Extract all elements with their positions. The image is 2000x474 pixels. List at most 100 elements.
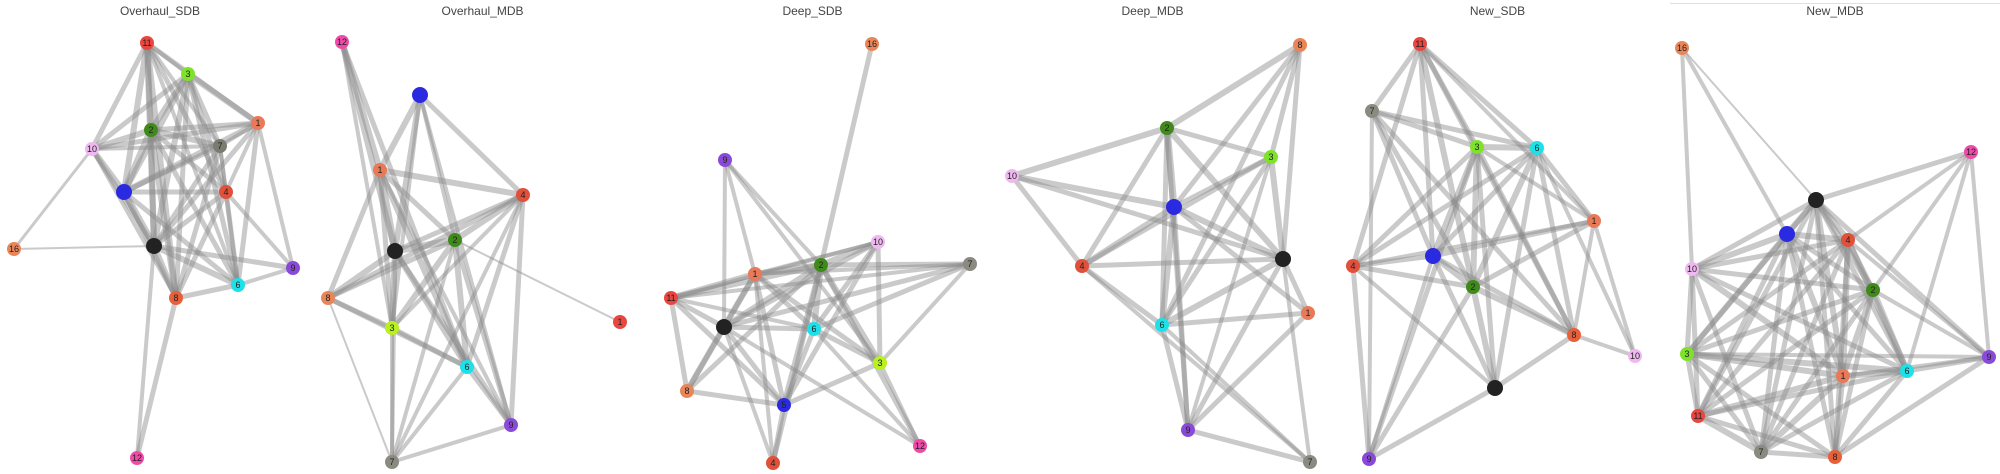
graph-edge <box>1268 154 1286 262</box>
graph-node: 9 <box>1362 452 1376 466</box>
graph-node: 6 <box>460 360 474 374</box>
graph-edge <box>1784 231 1838 460</box>
graph-edge <box>151 143 223 249</box>
graph-edge <box>1366 385 1498 462</box>
node-marker <box>1303 455 1317 469</box>
graph-edge <box>90 147 178 300</box>
graph-edge <box>151 243 179 301</box>
graph-edge <box>1280 256 1311 316</box>
graph-node: 10 <box>1005 169 1019 183</box>
node-label: 10 <box>1630 351 1640 361</box>
node-marker <box>1005 169 1019 183</box>
node-label: 12 <box>915 441 925 451</box>
graph-edge <box>1164 125 1191 433</box>
graph-edge <box>148 127 229 195</box>
node-marker <box>1680 347 1694 361</box>
graph-edge <box>1417 41 1540 151</box>
graph-edge <box>781 360 883 408</box>
node-label: 1 <box>1305 308 1310 318</box>
graph-edge <box>1369 108 1476 290</box>
graph-edge <box>1684 351 1701 419</box>
node-label: 7 <box>967 259 972 269</box>
graph-edge <box>148 127 223 149</box>
graph-edge <box>1689 266 1910 374</box>
graph-edge <box>1430 144 1480 259</box>
graph-edge <box>1079 256 1286 269</box>
graph-edge <box>89 127 154 152</box>
graph-edge <box>1758 231 1790 455</box>
graph-edge <box>1969 150 1991 359</box>
node-marker <box>321 291 335 305</box>
graph-node: 8 <box>169 291 183 305</box>
network-graph: 12 1 4 2 8 3 1 6 9 7 <box>321 35 627 469</box>
graph-edge <box>1009 173 1177 210</box>
graph-edge <box>1164 42 1303 131</box>
graph-edge <box>1281 257 1312 464</box>
node-label: 8 <box>684 386 689 396</box>
graph-edge <box>1350 41 1423 269</box>
graph-edge <box>1430 253 1476 290</box>
graph-node: 1 <box>1836 369 1850 383</box>
graph-edge <box>1832 368 1910 460</box>
graph-edge <box>1846 238 1991 359</box>
graph-edge <box>1689 266 1701 419</box>
graph-node: 3 <box>385 321 399 335</box>
graph-edge <box>723 158 757 276</box>
graph-edge <box>668 295 787 408</box>
graph-edge <box>1470 145 1540 290</box>
node-marker <box>873 356 887 370</box>
node-marker <box>807 322 821 336</box>
graph-edge <box>1841 355 1991 378</box>
node-marker <box>144 123 158 137</box>
node-label: 2 <box>1164 123 1169 133</box>
node-label: 9 <box>1366 454 1371 464</box>
graph-edge <box>1369 108 1480 150</box>
graph-edge <box>256 121 295 270</box>
graph-edge <box>1350 144 1480 269</box>
graph-edge <box>1684 351 1764 455</box>
graph-node: 2 <box>448 233 462 247</box>
graph-node: 8 <box>321 291 335 305</box>
graph-edge <box>89 71 191 152</box>
graph-node <box>1166 199 1182 215</box>
graph-edge <box>148 127 157 249</box>
graph-edge <box>1159 256 1286 328</box>
node-label: 4 <box>770 458 775 468</box>
graph-edge <box>1695 197 1819 419</box>
graph-edge <box>1009 173 1085 269</box>
graph-edge <box>1351 264 1497 390</box>
graph-edge <box>811 239 881 332</box>
node-label: 7 <box>1307 457 1312 467</box>
graph-edge <box>173 71 191 301</box>
graph-edge <box>144 40 229 195</box>
graph-edge <box>145 41 190 76</box>
node-label: 3 <box>1268 152 1273 162</box>
graph-edge <box>1813 197 1910 374</box>
graph-node: 6 <box>1900 364 1914 378</box>
graph-node: 16 <box>7 242 21 256</box>
node-marker <box>169 291 183 305</box>
graph-node: 7 <box>1754 445 1768 459</box>
node-marker <box>1567 328 1581 342</box>
graph-edge <box>1784 231 1851 243</box>
node-label: 2 <box>1870 285 1875 295</box>
panel-title: New_MDB <box>1806 4 1864 18</box>
graph-edge <box>1845 237 1910 374</box>
node-label: 6 <box>235 280 240 290</box>
graph-edge <box>389 325 470 370</box>
graph-edge <box>218 121 260 148</box>
graph-edge <box>1079 263 1165 328</box>
graph-edge <box>1185 427 1313 465</box>
node-label: 3 <box>389 323 394 333</box>
graph-node: 11 <box>664 291 678 305</box>
graph-node: 10 <box>1628 349 1642 363</box>
graph-edge <box>1350 263 1476 290</box>
graph-node: 6 <box>807 322 821 336</box>
graph-edge <box>1171 204 1191 433</box>
node-label: 4 <box>1079 261 1084 271</box>
graph-edge <box>390 423 513 464</box>
node-marker <box>116 184 132 200</box>
